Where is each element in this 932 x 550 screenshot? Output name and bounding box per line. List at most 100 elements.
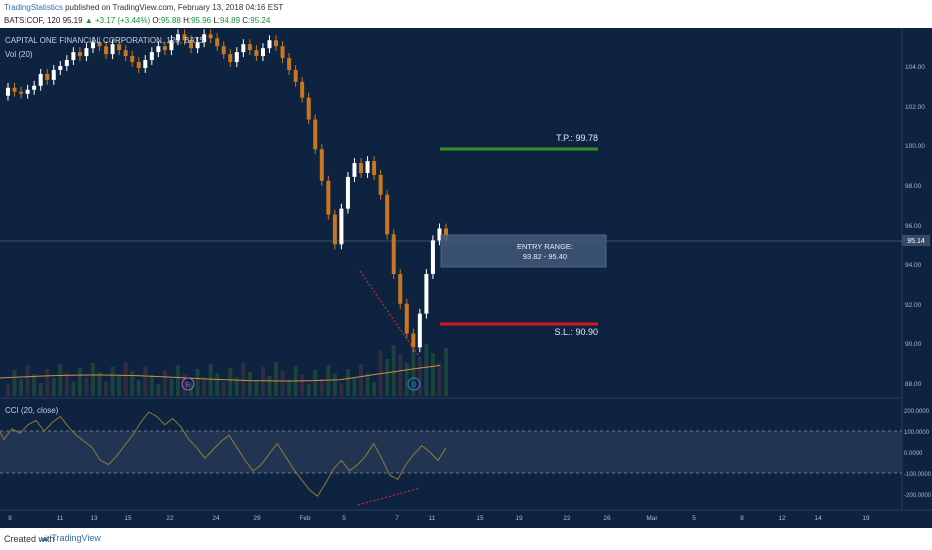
candle-body (254, 50, 259, 57)
time-axis[interactable] (0, 510, 932, 528)
author-link[interactable]: TradingStatistics (4, 3, 63, 12)
published-header: TradingStatistics published on TradingVi… (0, 0, 932, 28)
price-tick: 90.00 (905, 341, 922, 348)
candle-body (189, 40, 194, 49)
volume-bar (437, 362, 442, 396)
last-price: 95.19 (62, 16, 83, 25)
volume-bar (411, 349, 416, 396)
volume-bar (77, 368, 82, 396)
cci-divergence-line[interactable] (357, 487, 421, 506)
sl-label: S.L.: 90.90 (554, 327, 598, 337)
tradingview-brand: TradingView (51, 533, 101, 543)
volume-bar (417, 358, 422, 396)
time-tick: 12 (778, 515, 786, 522)
volume-bar (345, 369, 350, 396)
volume-bar (123, 362, 128, 396)
candle-body (84, 48, 89, 57)
candle-body (149, 52, 154, 61)
volume-bar (58, 364, 63, 396)
time-tick: 29 (253, 515, 261, 522)
candle-body (51, 69, 56, 80)
volume-bar (169, 379, 174, 396)
volume-bar (385, 359, 390, 396)
price-divergence-line[interactable] (359, 270, 421, 359)
time-tick: 14 (814, 515, 822, 522)
candle-body (411, 333, 416, 348)
volume-bar (104, 381, 109, 396)
cci-tick: -100.0000 (904, 472, 932, 478)
candle-body (117, 44, 122, 51)
candle-body (385, 194, 390, 235)
volume-bar (306, 384, 311, 396)
dividend-marker[interactable]: D (407, 377, 421, 391)
cci-tick: 200.0000 (904, 409, 930, 415)
volume-bar (90, 363, 95, 396)
tradingview-logo[interactable]: ☁ TradingView (40, 533, 101, 544)
candle-body (332, 214, 337, 245)
volume-bar (202, 378, 207, 396)
candle-body (267, 40, 272, 49)
candle-body (430, 240, 435, 275)
close-label: C: (242, 16, 251, 25)
time-tick: 5 (342, 515, 346, 522)
dividend-marker-label: D (411, 382, 416, 389)
volume-bar (300, 375, 305, 396)
price-axis[interactable] (902, 28, 932, 510)
time-tick: Mar (646, 515, 658, 522)
volume-bar (71, 382, 76, 396)
candle-body (71, 52, 76, 61)
candle-body (234, 52, 239, 63)
volume-bar (195, 369, 200, 396)
time-tick: 7 (395, 515, 399, 522)
volume-bar (84, 377, 89, 396)
current-price-tag (902, 235, 930, 246)
candle-body (404, 303, 409, 334)
volume-bar (260, 367, 265, 396)
candle-body (313, 119, 318, 150)
footer-bar: Created with ☁ TradingView (0, 528, 932, 550)
volume-bar (404, 363, 409, 396)
earnings-marker-label: E (186, 382, 191, 389)
candle-body (293, 69, 298, 82)
volume-bar (359, 364, 364, 396)
price-panel[interactable] (0, 28, 902, 398)
candle-body (221, 46, 226, 55)
time-tick: 13 (90, 515, 98, 522)
price-tick: 98.00 (905, 183, 922, 190)
price-tick: 104.00 (905, 64, 925, 71)
volume-bar (162, 370, 167, 396)
candle-body (104, 46, 109, 55)
candle-body (64, 60, 69, 66)
candle-body (417, 313, 422, 348)
symbol-ohlc-line: BATS:COF, 120 95.19 ▲ +3.17 (+3.44%) O:9… (4, 16, 270, 25)
volume-bar (215, 373, 220, 396)
volume-bar (136, 380, 141, 396)
candle-body (391, 234, 396, 275)
high-value: 95.96 (191, 16, 212, 25)
candle-body (424, 274, 429, 314)
time-tick: Feb (299, 515, 311, 522)
candles[interactable] (6, 29, 448, 353)
candle-body (32, 85, 37, 90)
volume-bar (234, 377, 239, 396)
candle-body (208, 34, 213, 39)
candle-body (345, 176, 350, 209)
volume-bar (156, 384, 161, 396)
candle-body (287, 58, 292, 70)
symbol-title: CAPITAL ONE FINANCIAL CORPORATION, 120, … (5, 36, 205, 45)
volume-bar (398, 354, 403, 396)
candle-body (437, 228, 442, 241)
volume-bar (64, 373, 69, 396)
candle-body (398, 274, 403, 304)
volume-bar (38, 383, 43, 396)
entry-range-box[interactable] (440, 234, 607, 268)
time-tick: 11 (57, 515, 64, 522)
volume-bar (313, 370, 318, 396)
candle-body (123, 50, 128, 57)
time-tick: 15 (124, 515, 132, 522)
volume-bar (430, 353, 435, 396)
candle-body (25, 89, 30, 94)
candle-body (202, 34, 207, 43)
earnings-marker[interactable]: E (181, 377, 195, 391)
